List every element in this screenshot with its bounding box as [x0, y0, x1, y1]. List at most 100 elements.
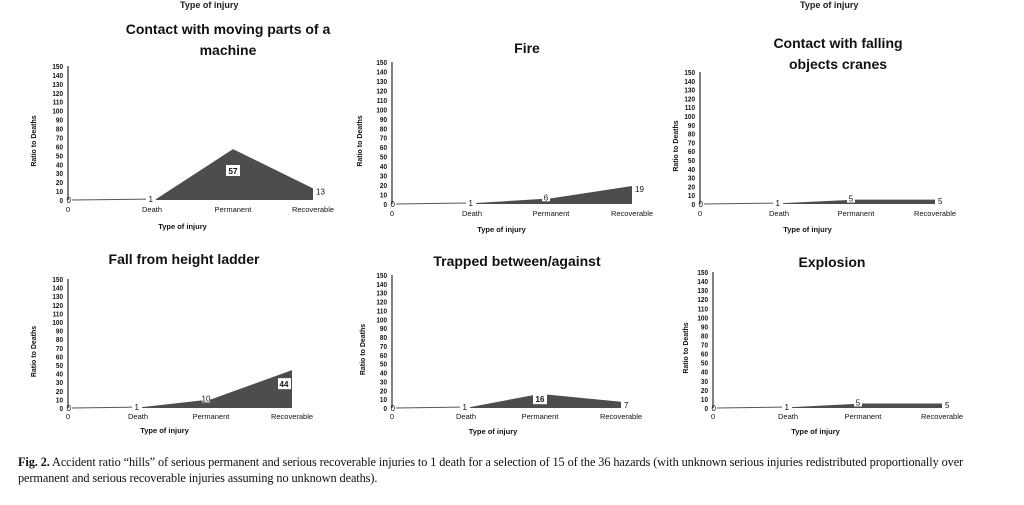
data-label: 1 [469, 199, 474, 208]
y-tick-label: 150 [697, 270, 708, 278]
series-area [792, 403, 942, 408]
y-tick-label: 60 [688, 149, 695, 157]
y-tick-label: 100 [697, 315, 708, 323]
x-axis-title: Type of injury [783, 225, 832, 234]
y-tick-label: 50 [56, 363, 63, 371]
data-label: 13 [316, 187, 325, 196]
x-tick-label: Recoverable [271, 412, 313, 421]
series-line-segment [703, 202, 774, 205]
y-tick-label: 60 [701, 351, 708, 359]
data-label: 0 [699, 200, 704, 209]
x-tick-label: Death [142, 205, 162, 214]
x-tick-label: 0 [390, 412, 394, 421]
x-tick-label: Permanent [215, 205, 253, 214]
y-tick-label: 60 [380, 145, 387, 153]
x-axis-title: Type of injury [469, 427, 518, 436]
data-label: 5 [938, 197, 943, 206]
x-tick-label: Permanent [522, 412, 560, 421]
x-tick-label: Death [778, 412, 798, 421]
y-tick-label: 0 [59, 198, 63, 206]
y-tick-label: 120 [52, 90, 63, 98]
x-tick-label: Permanent [533, 209, 571, 218]
y-tick-label: 70 [688, 140, 695, 148]
data-label: 6 [544, 193, 549, 202]
x-tick-label: Death [128, 412, 148, 421]
y-tick-label: 110 [377, 308, 387, 316]
data-label: 1 [463, 403, 468, 412]
y-tick-label: 80 [56, 126, 63, 134]
y-axis-title: Ratio to Deaths [683, 322, 690, 373]
y-tick-label: 50 [380, 361, 387, 369]
x-tick-label: Recoverable [611, 209, 653, 218]
y-tick-label: 120 [376, 299, 387, 307]
y-tick-label: 70 [56, 135, 63, 143]
x-tick-label: Recoverable [600, 412, 642, 421]
y-tick-label: 140 [684, 78, 695, 86]
data-label: 5 [849, 195, 854, 204]
x-tick-label: 0 [698, 209, 702, 218]
y-tick-label: 40 [56, 162, 63, 170]
y-tick-label: 110 [685, 105, 695, 113]
x-tick-label: 0 [711, 412, 715, 421]
y-tick-label: 10 [56, 189, 63, 197]
y-tick-label: 30 [56, 380, 63, 388]
y-tick-label: 20 [701, 387, 708, 395]
x-tick-label: Death [769, 209, 789, 218]
data-label: 16 [536, 395, 545, 404]
y-tick-label: 110 [377, 97, 387, 105]
y-tick-label: 100 [52, 320, 63, 328]
x-tick-label: Recoverable [914, 209, 956, 218]
y-tick-label: 30 [380, 173, 387, 181]
data-label: 1 [785, 403, 790, 412]
chart-title: Fire [514, 40, 540, 56]
y-tick-label: 60 [56, 144, 63, 152]
y-tick-label: 20 [56, 180, 63, 188]
data-label: 44 [280, 380, 289, 389]
series-line-segment [716, 406, 783, 409]
x-tick-label: Recoverable [292, 205, 334, 214]
y-tick-label: 10 [56, 397, 63, 405]
x-axis-title: Type of injury [158, 222, 207, 231]
y-tick-label: 130 [684, 87, 695, 95]
y-tick-label: 30 [380, 379, 387, 387]
data-label: 5 [856, 398, 861, 407]
data-label-box [278, 378, 291, 390]
y-tick-label: 90 [701, 324, 708, 332]
y-axis-title: Ratio to Deaths [31, 326, 38, 377]
data-label: 10 [202, 394, 211, 403]
y-tick-label: 110 [53, 311, 63, 319]
caption-text: Accident ratio “hills” of serious perman… [18, 455, 964, 485]
y-tick-label: 110 [698, 306, 708, 314]
cut-off-axis-label: Type of injury [800, 0, 859, 10]
y-tick-label: 0 [383, 406, 387, 414]
data-label: 0 [391, 200, 396, 209]
figure-caption: Fig. 2. Accident ratio “hills” of seriou… [18, 454, 1008, 486]
y-tick-label: 90 [380, 116, 387, 124]
y-tick-label: 20 [56, 388, 63, 396]
y-axis-title: Ratio to Deaths [673, 120, 680, 171]
y-tick-label: 80 [56, 337, 63, 345]
y-tick-label: 80 [380, 126, 387, 134]
y-tick-label: 80 [701, 333, 708, 341]
data-label: 1 [149, 195, 154, 204]
x-tick-label: Death [456, 412, 476, 421]
x-tick-label: Permanent [193, 412, 231, 421]
x-axis-title: Type of injury [477, 225, 526, 234]
data-label-box [847, 192, 855, 203]
y-tick-label: 130 [697, 288, 708, 296]
y-tick-label: 140 [697, 279, 708, 287]
y-tick-label: 120 [697, 297, 708, 305]
y-tick-label: 90 [56, 328, 63, 336]
x-axis-title: Type of injury [791, 427, 840, 436]
y-tick-label: 30 [701, 378, 708, 386]
y-tick-label: 80 [688, 131, 695, 139]
x-tick-label: Permanent [838, 209, 876, 218]
data-label: 1 [135, 403, 140, 412]
x-tick-label: Recoverable [921, 412, 963, 421]
y-tick-label: 70 [380, 135, 387, 143]
chart-title: Trapped between/against [433, 253, 601, 269]
y-tick-label: 10 [688, 193, 695, 201]
y-tick-label: 30 [56, 171, 63, 179]
y-tick-label: 140 [52, 73, 63, 81]
y-tick-label: 30 [688, 175, 695, 183]
